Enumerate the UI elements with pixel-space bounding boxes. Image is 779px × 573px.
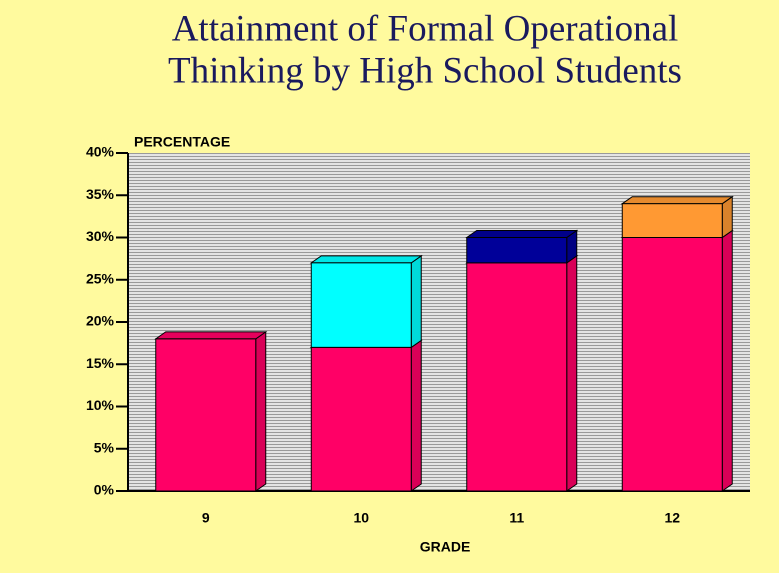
y-tick-label: 15% bbox=[86, 355, 115, 371]
bar bbox=[310, 346, 412, 492]
y-axis-label: PERCENTAGE bbox=[134, 134, 230, 150]
x-tick-label: 10 bbox=[353, 510, 369, 526]
bar-side bbox=[255, 330, 267, 492]
y-tick-label: 20% bbox=[86, 313, 115, 329]
x-tick-label: 12 bbox=[664, 510, 680, 526]
bar-top bbox=[154, 331, 268, 340]
y-tick-label: 10% bbox=[86, 397, 115, 413]
bar-top bbox=[620, 196, 734, 205]
y-tick-label: 40% bbox=[86, 144, 115, 160]
bar-top bbox=[465, 230, 579, 238]
bar-side bbox=[721, 229, 733, 492]
bar bbox=[310, 262, 412, 348]
y-tick-label: 30% bbox=[86, 228, 115, 244]
y-tick-label: 25% bbox=[86, 270, 115, 286]
chart-title: Thinking by High School Students bbox=[168, 50, 682, 91]
bar-side bbox=[410, 339, 422, 492]
bar-side bbox=[566, 254, 578, 492]
chart-title: Attainment of Formal Operational bbox=[172, 8, 679, 49]
x-axis-label: GRADE bbox=[420, 539, 471, 555]
bar bbox=[466, 237, 568, 264]
y-tick-label: 5% bbox=[94, 439, 115, 455]
bar bbox=[466, 262, 568, 492]
bar bbox=[621, 237, 723, 492]
y-tick-label: 35% bbox=[86, 186, 115, 202]
y-tick-label: 0% bbox=[94, 482, 115, 498]
bar bbox=[155, 338, 257, 492]
bar bbox=[621, 203, 723, 238]
x-tick-label: 11 bbox=[509, 510, 524, 526]
bar-top bbox=[309, 255, 423, 264]
x-tick-label: 9 bbox=[202, 510, 210, 526]
bar-side bbox=[410, 254, 422, 349]
